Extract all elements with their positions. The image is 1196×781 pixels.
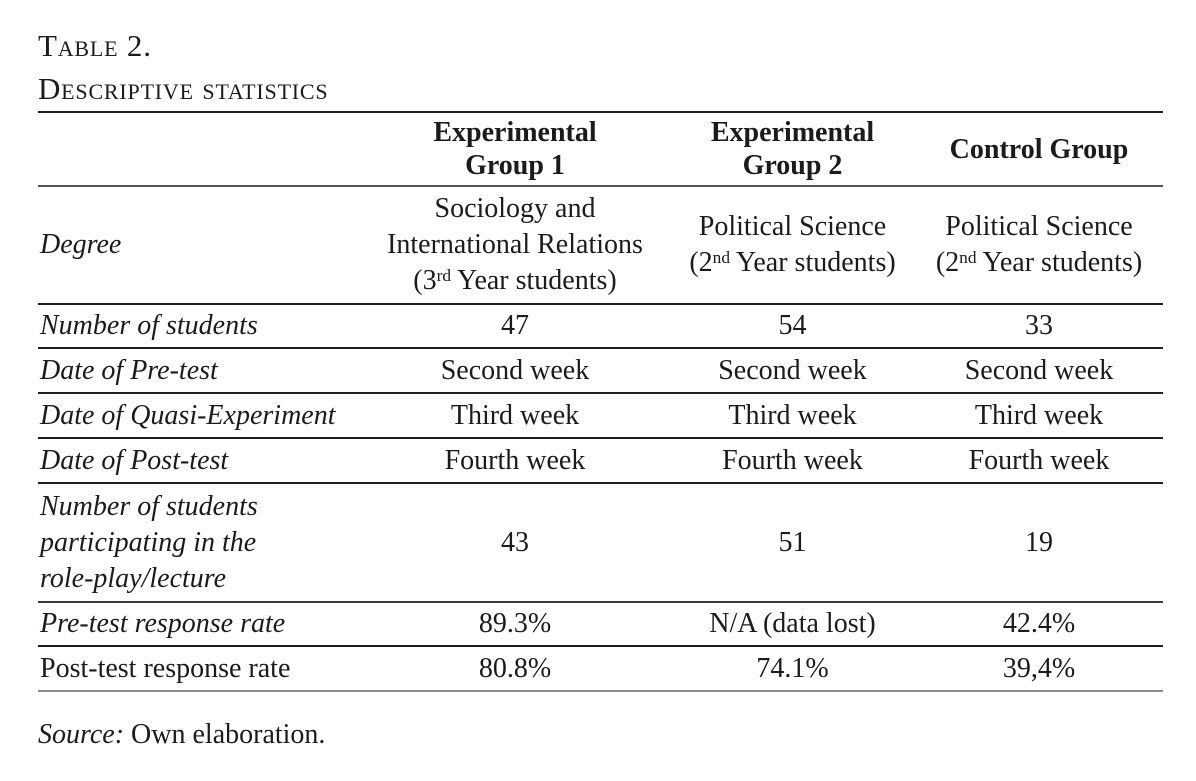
ordinal-superscript: rd bbox=[436, 265, 452, 285]
table-row: Number of students participating in the … bbox=[38, 483, 1163, 602]
table-row: Degree Sociology and International Relati… bbox=[38, 186, 1163, 304]
table-cell: 74.1% bbox=[756, 652, 829, 684]
table-cell: Third week bbox=[728, 399, 857, 431]
table-cell: Second week bbox=[718, 354, 867, 386]
column-header-empty bbox=[38, 112, 360, 186]
column-header-experimental-group-2: Experimental Group 2 bbox=[710, 117, 875, 181]
row-label: Number of students bbox=[40, 310, 258, 341]
table-cell: Third week bbox=[974, 399, 1104, 431]
table-caption: Descriptive statistics bbox=[38, 71, 329, 106]
row-label: Date of Post-test bbox=[40, 444, 229, 476]
table-row: Date of Pre-test Second week Second week Se… bbox=[38, 348, 1163, 393]
row-label: Date of Pre-test bbox=[40, 354, 218, 386]
table-cell: 43 bbox=[501, 526, 529, 558]
row-label: Post-test response rate bbox=[40, 652, 291, 684]
descriptive-statistics-table: Experimental Group 1 Experimental Group … bbox=[38, 111, 1163, 692]
table-cell: Fourth week bbox=[444, 444, 586, 476]
table-title-block: Table 2. Descriptive statistics bbox=[38, 24, 328, 110]
source-note-text: Own elaboration. bbox=[124, 719, 326, 750]
table-cell: Third week bbox=[450, 399, 580, 431]
table-cell: 51 bbox=[778, 526, 807, 558]
table-cell: 33 bbox=[1025, 310, 1053, 341]
table-cell: 54 bbox=[778, 310, 807, 341]
table-cell: Second week bbox=[440, 354, 590, 386]
ordinal-superscript: nd bbox=[959, 247, 977, 267]
table-header-row: Experimental Group 1 Experimental Group … bbox=[38, 112, 1163, 186]
table-cell: 39,4% bbox=[1002, 652, 1076, 684]
table-cell: Political Science (2nd Year students) bbox=[689, 211, 896, 278]
table-row: Number of students 47 54 33 bbox=[38, 304, 1163, 348]
ordinal-superscript: nd bbox=[712, 247, 730, 267]
row-label: Date of Quasi-Experiment bbox=[40, 399, 336, 431]
column-header-control-group: Control Group bbox=[949, 133, 1129, 165]
table-row: Post-test response rate 80.8% 74.1% 39,4% bbox=[38, 646, 1163, 691]
source-note: Source: Own elaboration. bbox=[38, 719, 325, 751]
table-cell: Fourth week bbox=[968, 444, 1110, 476]
table-cell: Fourth week bbox=[722, 444, 863, 476]
table-row: Pre-test response rate 89.3% N/A (data los… bbox=[38, 602, 1163, 646]
table-number: Table 2. bbox=[38, 28, 152, 63]
table-cell: 42.4% bbox=[1002, 608, 1076, 639]
table-cell: Sociology and International Relations (3… bbox=[387, 193, 643, 296]
row-label: Number of students participating in the … bbox=[40, 490, 258, 594]
table-row: Date of Post-test Fourth week Fourth week F… bbox=[38, 438, 1163, 483]
row-label: Pre-test response rate bbox=[40, 608, 286, 639]
table-cell: 19 bbox=[1025, 526, 1053, 558]
table-cell: Second week bbox=[964, 354, 1114, 386]
table-cell: 80.8% bbox=[478, 652, 552, 684]
table-cell: N/A (data lost) bbox=[709, 608, 876, 639]
table-cell: Political Science (2nd Year students) bbox=[935, 211, 1143, 278]
table-body: Degree Sociology and International Relati… bbox=[38, 186, 1163, 691]
row-label: Degree bbox=[40, 229, 122, 260]
table-cell: 89.3% bbox=[478, 608, 552, 639]
column-header-experimental-group-1: Experimental Group 1 bbox=[433, 117, 597, 181]
source-note-label: Source: bbox=[38, 719, 125, 750]
table-row: Date of Quasi-Experiment Third week Third … bbox=[38, 393, 1163, 438]
table-cell: 47 bbox=[501, 310, 529, 341]
